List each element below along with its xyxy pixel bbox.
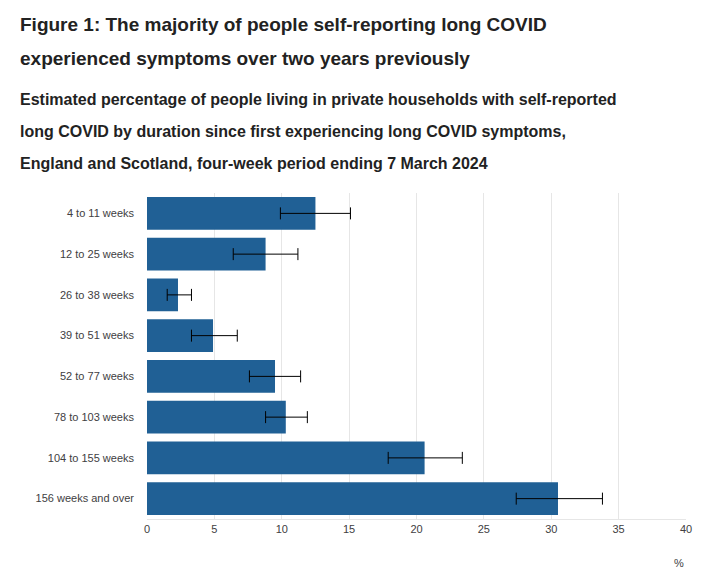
- svg-text:5: 5: [211, 523, 217, 535]
- svg-text:4 to 11 weeks: 4 to 11 weeks: [67, 207, 135, 219]
- svg-text:%: %: [674, 557, 684, 569]
- svg-text:15: 15: [343, 523, 355, 535]
- svg-text:12 to 25 weeks: 12 to 25 weeks: [60, 248, 134, 260]
- svg-text:35: 35: [613, 523, 625, 535]
- html-text:Estimated percentage of people: Estimated percentage of people living in…: [20, 91, 617, 172]
- svg-text:30: 30: [545, 523, 557, 535]
- html-text:Figure 1: The majority of peop: Figure 1: The majority of people self-re…: [20, 14, 547, 69]
- svg-text:20: 20: [410, 523, 422, 535]
- svg-text:78 to 103 weeks: 78 to 103 weeks: [54, 411, 135, 423]
- svg-text:10: 10: [276, 523, 288, 535]
- svg-text:40: 40: [680, 523, 692, 535]
- svg-text:156 weeks and over: 156 weeks and over: [36, 492, 135, 504]
- svg-text:39 to 51 weeks: 39 to 51 weeks: [60, 329, 134, 341]
- svg-text:26 to 38 weeks: 26 to 38 weeks: [60, 289, 134, 301]
- svg-text:0: 0: [144, 523, 150, 535]
- svg-text:52 to 77 weeks: 52 to 77 weeks: [60, 370, 134, 382]
- svg-text:104 to 155 weeks: 104 to 155 weeks: [48, 452, 135, 464]
- svg-text:25: 25: [478, 523, 490, 535]
